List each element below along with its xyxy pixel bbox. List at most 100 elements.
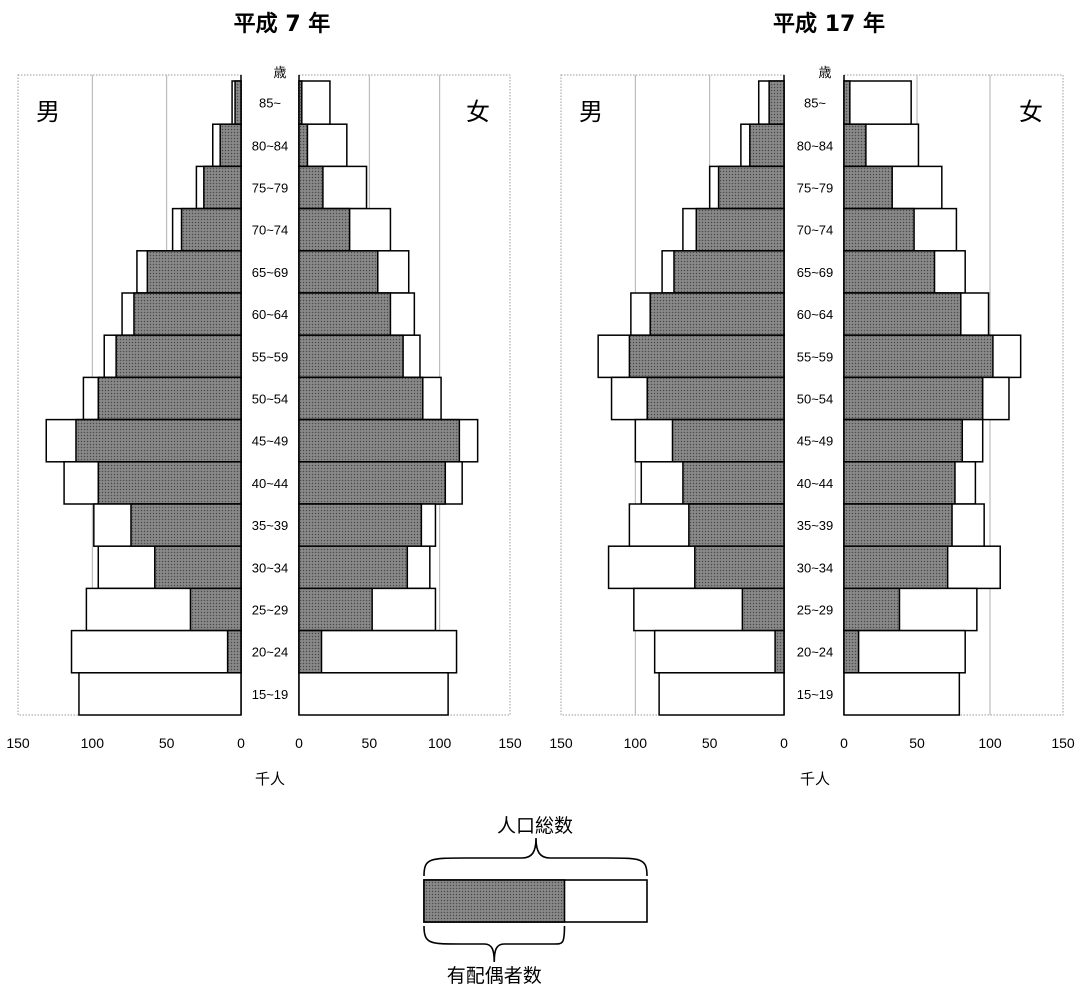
male-married-bar	[203, 165, 242, 210]
age-category-label: 35~39	[252, 518, 289, 533]
male-married-bar	[688, 503, 785, 547]
female-married-bar	[843, 418, 964, 463]
female-total-bar	[843, 629, 966, 674]
unit-label: 千人	[255, 770, 285, 788]
pyramid-panel-2: 平成 17 年男 女 歳 85~ 80~84 75~79 70~74 65~69 60~64 55…	[549, 11, 1075, 788]
age-category-label: 30~34	[252, 560, 289, 575]
male-tick-label: 0	[237, 735, 245, 751]
male-tick-label: 50	[159, 735, 175, 751]
female-tick-label: 0	[840, 735, 848, 751]
legend-married-bar	[423, 879, 566, 923]
age-category-label: 80~84	[797, 138, 834, 153]
female-married-bar	[298, 250, 379, 294]
male-label: 男	[579, 98, 603, 126]
age-unit-label: 歳	[273, 65, 286, 80]
female-married-bar	[298, 629, 323, 674]
female-married-bar	[843, 629, 860, 674]
male-married-bar	[180, 207, 242, 252]
male-total-bar	[78, 672, 242, 716]
female-total-bar	[843, 672, 961, 716]
age-category-label: 65~69	[797, 265, 834, 280]
age-category-label: 80~84	[252, 138, 289, 153]
female-married-bar	[298, 461, 447, 505]
male-married-bar	[133, 292, 242, 336]
female-total-bar	[298, 629, 458, 674]
female-label: 女	[466, 98, 490, 126]
age-category-label: 40~44	[252, 476, 289, 491]
female-married-bar	[843, 545, 949, 590]
legend-total-brace	[423, 837, 648, 877]
male-tick-label: 100	[624, 735, 648, 751]
age-category-label: 45~49	[252, 434, 289, 449]
female-married-bar	[843, 165, 893, 210]
female-married-bar	[843, 334, 994, 379]
female-married-bar	[298, 418, 461, 463]
female-married-bar	[298, 123, 309, 168]
age-category-label: 55~59	[252, 349, 289, 364]
male-married-bar	[97, 461, 242, 505]
male-tick-label: 100	[81, 735, 105, 751]
female-tick-label: 150	[1051, 735, 1075, 751]
female-married-bar	[298, 292, 392, 336]
female-married-bar	[843, 587, 901, 632]
age-category-label: 60~64	[252, 307, 289, 322]
male-married-bar	[226, 629, 242, 674]
age-category-label: 15~19	[252, 687, 289, 702]
panel-title: 平成 17 年	[773, 11, 885, 37]
age-category-label: 55~59	[797, 349, 834, 364]
male-married-bar	[649, 292, 785, 336]
female-total-bar	[298, 672, 449, 716]
male-tick-label: 150	[549, 735, 573, 751]
female-total-bar	[298, 80, 331, 125]
female-tick-label: 100	[978, 735, 1002, 751]
female-married-bar	[843, 503, 953, 547]
male-married-bar	[628, 334, 785, 379]
legend-married-label: 有配偶者数	[447, 965, 542, 987]
male-tick-label: 150	[6, 735, 30, 751]
panel-title: 平成 7 年	[234, 11, 331, 37]
male-married-bar	[189, 587, 242, 632]
age-category-label: 25~29	[797, 603, 834, 618]
female-married-bar	[298, 334, 404, 379]
legend: 人口総数 有配偶者数	[423, 815, 648, 987]
female-married-bar	[298, 545, 409, 590]
age-category-label: 20~24	[797, 645, 834, 660]
pyramid-panel-1: 平成 7 年男 女 歳 85~ 80~84 75~79 70~74 65~69 60~64 55~…	[6, 11, 522, 788]
male-total-bar	[653, 629, 785, 674]
male-married-bar	[749, 123, 785, 168]
female-married-bar	[843, 80, 851, 125]
age-unit-label: 歳	[818, 65, 831, 80]
female-married-bar	[298, 376, 424, 421]
female-plot-frame	[298, 74, 511, 716]
legend-total-label: 人口総数	[497, 815, 573, 837]
age-category-label: 65~69	[252, 265, 289, 280]
age-category-label: 35~39	[797, 518, 834, 533]
age-category-label: 15~19	[797, 687, 834, 702]
age-category-label: 50~54	[252, 392, 289, 407]
age-category-label: 45~49	[797, 434, 834, 449]
female-married-bar	[298, 207, 351, 252]
male-married-bar	[671, 418, 785, 463]
female-tick-label: 100	[428, 735, 452, 751]
female-tick-label: 50	[909, 735, 925, 751]
male-married-bar	[646, 376, 785, 421]
unit-label: 千人	[800, 770, 830, 788]
age-category-label: 70~74	[252, 223, 289, 238]
age-category-label: 70~74	[797, 223, 834, 238]
male-married-bar	[682, 461, 785, 505]
male-married-bar	[97, 376, 242, 421]
male-married-bar	[234, 80, 242, 125]
age-category-label: 40~44	[797, 476, 834, 491]
female-tick-label: 50	[362, 735, 378, 751]
male-label: 男	[36, 98, 60, 126]
male-married-bar	[768, 80, 785, 125]
male-married-bar	[673, 250, 785, 294]
male-total-bar	[70, 629, 242, 674]
legend-married-brace	[423, 925, 566, 963]
female-tick-label: 0	[295, 735, 303, 751]
age-category-label: 30~34	[797, 560, 834, 575]
age-category-label: 25~29	[252, 603, 289, 618]
female-total-bar	[843, 80, 912, 125]
male-tick-label: 50	[702, 735, 718, 751]
